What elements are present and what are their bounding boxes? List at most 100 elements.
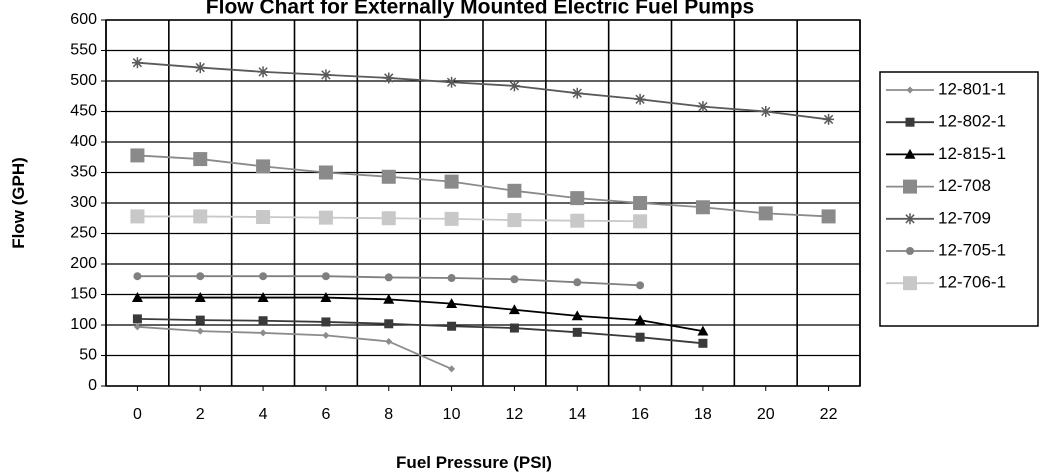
data-point [447, 321, 457, 331]
y-tick-label: 50 [79, 347, 97, 364]
data-point [571, 87, 583, 99]
data-point [695, 200, 710, 215]
data-point [760, 106, 772, 117]
data-point [571, 310, 583, 321]
legend-label: 12-801-1 [938, 79, 1006, 98]
x-tick-label: 8 [384, 406, 393, 423]
data-point [130, 148, 145, 163]
legend-item: 12-801-1 [886, 79, 1006, 98]
series-line [137, 318, 704, 345]
data-point [193, 152, 208, 167]
data-point [383, 72, 395, 84]
data-point [131, 57, 143, 69]
series-line [137, 296, 704, 332]
y-tick-label: 500 [70, 72, 97, 89]
data-point [444, 174, 459, 189]
y-tick-label: 350 [70, 164, 97, 181]
y-tick-label: 400 [70, 133, 97, 150]
y-tick-label: 600 [70, 11, 97, 28]
series-line [137, 325, 452, 370]
legend-marker [903, 179, 917, 194]
data-point [823, 113, 835, 125]
legend-marker [906, 86, 914, 94]
data-point [318, 210, 333, 225]
y-tick-label: 0 [88, 377, 97, 394]
data-point [510, 275, 519, 284]
x-tick-label: 16 [631, 406, 649, 423]
series-line [137, 154, 829, 218]
data-point [633, 196, 648, 210]
data-point [381, 211, 396, 226]
data-point [821, 209, 836, 224]
legend-marker [904, 148, 916, 159]
data-point [133, 272, 142, 281]
data-point [130, 209, 145, 224]
data-point [194, 292, 206, 302]
data-point [508, 80, 520, 92]
x-tick-label: 18 [694, 406, 712, 423]
data-point [194, 62, 206, 74]
x-tick-label: 12 [506, 406, 524, 423]
legend-marker [904, 213, 916, 225]
data-point [507, 213, 522, 228]
series-12-709 [131, 57, 835, 125]
y-tick-label: 100 [70, 316, 97, 333]
legend-item: 12-708 [886, 176, 991, 195]
y-tick-label: 150 [70, 286, 97, 303]
data-point [509, 323, 519, 333]
series-line [137, 61, 829, 121]
legend: 12-801-1 12-802-1 12-815-1 12-708 12-709 12-7… [879, 71, 1039, 327]
data-point [635, 332, 645, 342]
legend-marker [905, 117, 915, 127]
x-tick-label: 0 [133, 406, 142, 423]
x-axis-title: Fuel Pressure (PSI) [396, 453, 552, 472]
y-axis-title: Flow (GPH) [9, 157, 28, 249]
data-point [572, 327, 582, 337]
data-point [697, 325, 709, 336]
y-tick-label: 250 [70, 225, 97, 242]
data-point [132, 314, 142, 324]
data-point [383, 293, 395, 304]
x-tick-label: 22 [820, 406, 838, 423]
legend-label: 12-709 [938, 208, 991, 227]
data-point [256, 210, 271, 225]
x-tick-label: 4 [259, 406, 268, 423]
data-point [259, 272, 268, 281]
legend-item: 12-709 [886, 208, 991, 227]
chart-title: Flow Chart for Externally Mounted Electr… [206, 0, 754, 19]
legend-label: 12-815-1 [938, 144, 1006, 163]
data-point [446, 298, 458, 309]
legend-label: 12-705-1 [938, 240, 1006, 259]
y-tick-label: 550 [70, 42, 97, 59]
data-point [385, 337, 393, 345]
x-tick-label: 6 [321, 406, 330, 423]
series-12-802-1 [132, 314, 708, 348]
x-tick-label: 2 [196, 406, 205, 423]
data-point [570, 191, 585, 206]
data-point [634, 93, 646, 105]
legend-marker [903, 276, 917, 291]
x-tick-label: 10 [443, 406, 461, 423]
series-layer [130, 57, 836, 373]
data-point [508, 304, 520, 315]
data-point [444, 211, 459, 226]
x-tick-label: 14 [568, 406, 586, 423]
data-point [697, 101, 709, 113]
data-point [257, 292, 269, 302]
data-point [446, 76, 458, 88]
y-tick-label: 300 [70, 194, 97, 211]
data-point [195, 315, 205, 325]
data-point [507, 183, 522, 198]
data-point [573, 278, 582, 287]
data-point [320, 292, 332, 302]
y-tick-label: 450 [70, 103, 97, 120]
legend-label: 12-708 [938, 176, 991, 195]
data-point [384, 319, 394, 329]
data-point [193, 209, 208, 224]
data-point [320, 69, 332, 81]
data-point [633, 214, 648, 229]
series-12-708 [130, 148, 836, 224]
legend-label: 12-802-1 [938, 112, 1006, 131]
series-12-705-1 [133, 272, 645, 290]
